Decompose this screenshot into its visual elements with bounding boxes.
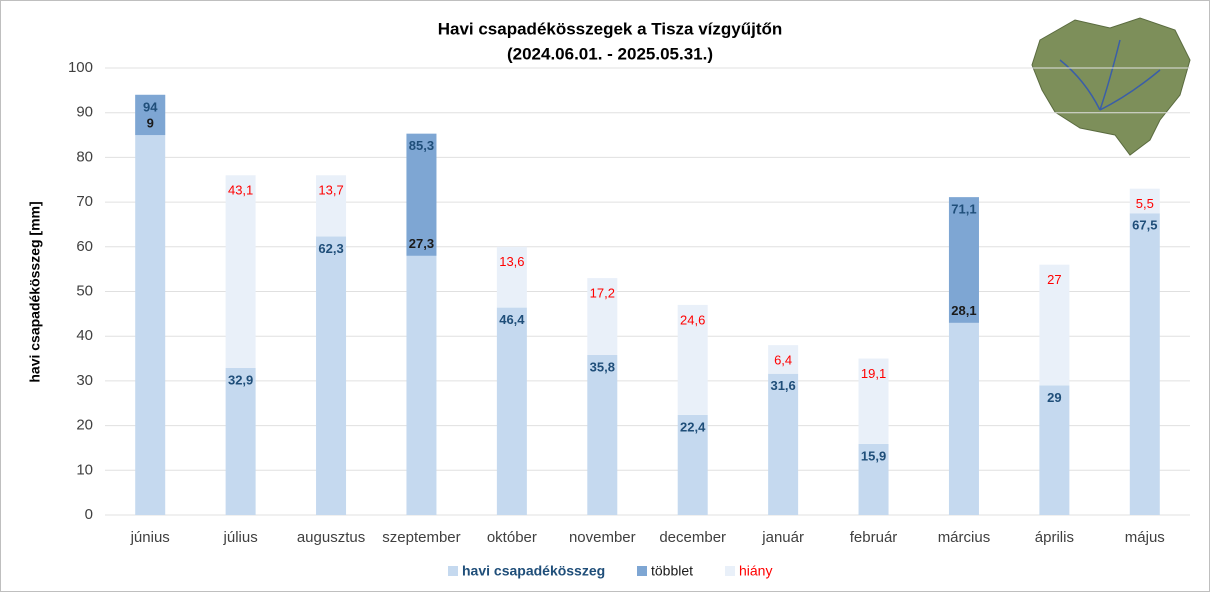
y-tick-label: 50 <box>76 282 93 299</box>
bar-segment <box>768 374 798 515</box>
legend-swatch <box>725 566 735 576</box>
y-tick-label: 90 <box>76 104 93 121</box>
data-label: 9 <box>147 115 154 130</box>
data-label: 19,1 <box>861 366 886 381</box>
x-tick-label: augusztus <box>297 529 365 546</box>
bar-segment <box>1130 213 1160 515</box>
data-label: 5,5 <box>1136 196 1154 211</box>
x-tick-label: június <box>130 529 170 546</box>
data-label: 46,4 <box>499 312 525 327</box>
data-label: 62,3 <box>318 241 343 256</box>
bar-segment <box>497 308 527 515</box>
x-tick-label: március <box>938 529 991 546</box>
chart-subtitle: (2024.06.01. - 2025.05.31.) <box>507 44 713 63</box>
data-label: 27,3 <box>409 236 434 251</box>
data-label: 28,1 <box>951 303 976 318</box>
data-label: 6,4 <box>774 353 792 368</box>
data-label: 22,4 <box>680 419 706 434</box>
x-tick-label: október <box>487 529 537 546</box>
data-label: 43,1 <box>228 183 253 198</box>
data-label: 35,8 <box>590 359 615 374</box>
x-tick-label: május <box>1125 529 1165 546</box>
data-label: 24,6 <box>680 312 705 327</box>
data-label: 67,5 <box>1132 218 1157 233</box>
x-tick-label: január <box>761 529 804 546</box>
bar-segment <box>587 355 617 515</box>
x-tick-label: december <box>659 529 726 546</box>
data-label: 13,7 <box>318 183 343 198</box>
legend-label: hiány <box>739 563 772 579</box>
y-tick-label: 30 <box>76 372 93 389</box>
y-tick-label: 10 <box>76 461 93 478</box>
y-tick-label: 70 <box>76 193 93 210</box>
bar-segment <box>135 95 165 515</box>
x-tick-label: július <box>223 529 258 546</box>
legend-swatch <box>637 566 647 576</box>
legend-label: havi csapadékösszeg <box>462 563 605 579</box>
chart: Havi csapadékösszegek a Tisza vízgyűjtőn… <box>0 0 1210 592</box>
bar-segment <box>316 237 346 515</box>
data-label: 94 <box>143 99 158 114</box>
data-label: 13,6 <box>499 254 524 269</box>
x-tick-label: február <box>850 529 898 546</box>
y-tick-label: 100 <box>68 59 93 76</box>
bar-segment <box>226 175 256 368</box>
data-label: 17,2 <box>590 286 615 301</box>
data-label: 32,9 <box>228 372 253 387</box>
x-tick-label: április <box>1035 529 1074 546</box>
legend-swatch <box>448 566 458 576</box>
data-label: 85,3 <box>409 138 434 153</box>
x-tick-label: szeptember <box>382 529 460 546</box>
data-label: 31,6 <box>770 378 795 393</box>
y-axis-label: havi csapadékösszeg [mm] <box>27 201 43 382</box>
chart-title: Havi csapadékösszegek a Tisza vízgyűjtőn <box>438 19 783 38</box>
x-tick-label: november <box>569 529 636 546</box>
data-label: 71,1 <box>951 202 976 217</box>
data-label: 29 <box>1047 390 1061 405</box>
data-label: 27 <box>1047 272 1061 287</box>
y-tick-label: 40 <box>76 327 93 344</box>
y-tick-label: 80 <box>76 148 93 165</box>
y-tick-label: 0 <box>85 506 93 523</box>
data-label: 15,9 <box>861 448 886 463</box>
y-tick-label: 20 <box>76 417 93 434</box>
legend-label: többlet <box>651 563 693 579</box>
bar-segment <box>1039 385 1069 515</box>
bar-segment <box>226 368 256 515</box>
y-tick-label: 60 <box>76 238 93 255</box>
